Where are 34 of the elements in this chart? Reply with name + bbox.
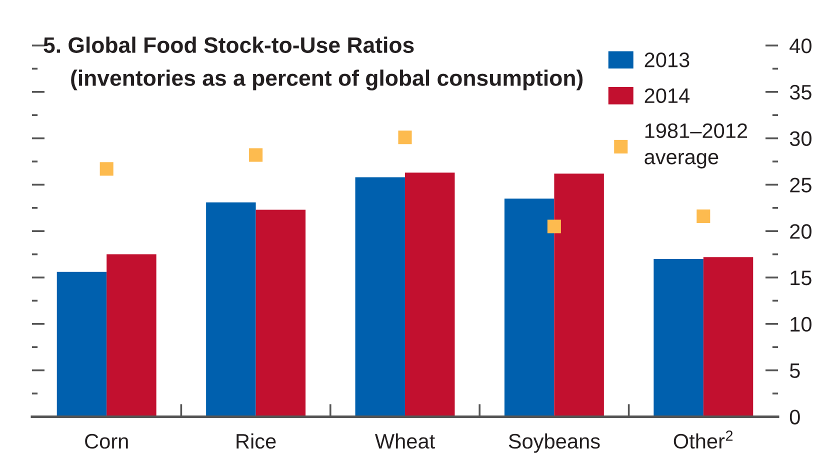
bar xyxy=(554,174,604,417)
bar xyxy=(504,198,554,417)
bar xyxy=(106,254,156,417)
legend-label: 2013 xyxy=(644,52,690,68)
bar xyxy=(256,210,306,417)
bar xyxy=(355,177,405,417)
x-tick-label: Other$^{2}$ xyxy=(674,430,733,449)
legend-label: 1981–2012 average xyxy=(644,123,748,168)
x-tick-label: Corn xyxy=(85,434,128,449)
bar xyxy=(654,258,704,417)
bar xyxy=(405,172,455,417)
bar xyxy=(56,272,107,417)
y-tick-label: 15 xyxy=(790,270,812,286)
y-tick-label: 10 xyxy=(790,316,812,332)
point xyxy=(398,130,412,144)
y-tick-label: 20 xyxy=(790,224,812,239)
chart-title: 5. Global Food Stock-to-Use Ratios xyxy=(44,36,414,53)
x-tick-label: Soybeans xyxy=(508,433,600,453)
point xyxy=(696,209,710,224)
bar xyxy=(703,257,754,417)
y-tick-label: 0 xyxy=(790,410,800,424)
x-tick-label: Rice xyxy=(236,433,276,449)
y-tick-label: 35 xyxy=(790,84,812,100)
legend-label: 2014 xyxy=(644,88,690,104)
point xyxy=(547,220,561,234)
bar xyxy=(206,202,256,417)
text: (inventories as a percent of global consumption) xyxy=(71,70,583,90)
x-tick-label: Wheat xyxy=(374,433,435,449)
y-tick-label: 30 xyxy=(790,131,812,146)
y-tick-label: 5 xyxy=(790,364,800,378)
y-tick-label: 25 xyxy=(790,178,812,192)
point xyxy=(100,162,114,176)
point xyxy=(249,148,263,162)
y-tick-label: 40 xyxy=(790,38,812,54)
